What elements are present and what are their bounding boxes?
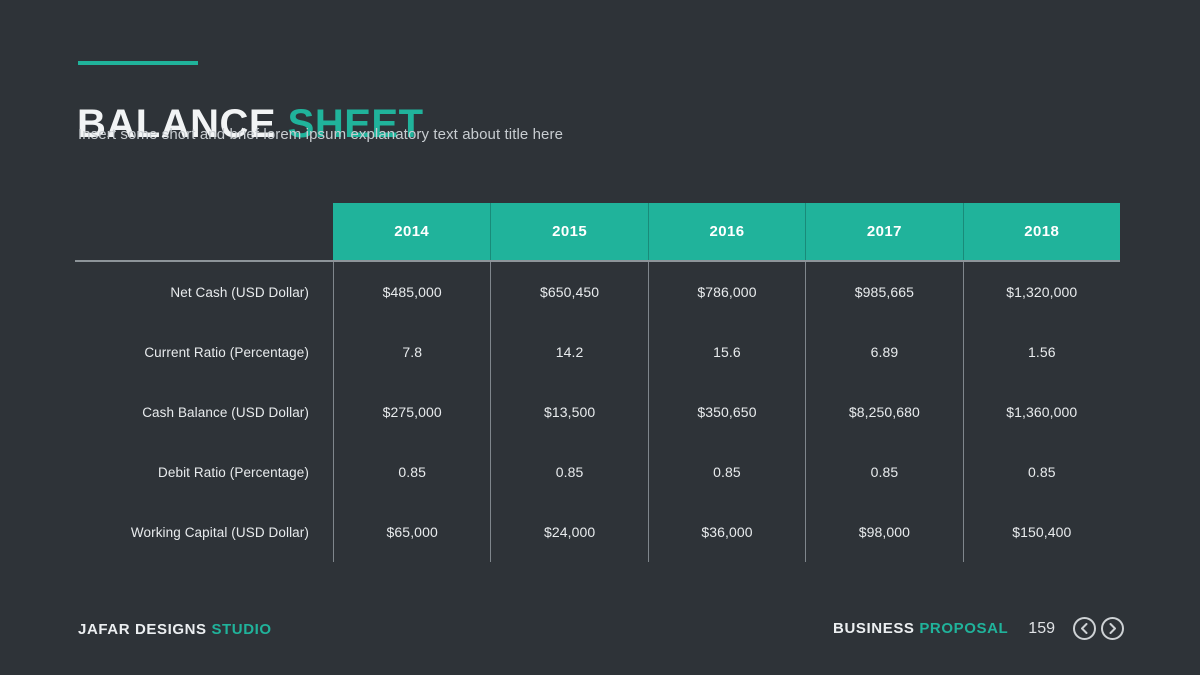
row-label-working-capital: Working Capital (USD Dollar)	[130, 524, 309, 540]
table-cell: $24,000	[490, 502, 647, 562]
brand-name: JAFAR DESIGNS	[78, 620, 212, 638]
page-title: BALANCE SHEET	[77, 104, 424, 144]
chevron-right-icon	[1108, 623, 1117, 634]
page-title-accent: SHEET	[287, 101, 424, 146]
page-number: 159	[1028, 619, 1055, 637]
column-header-2016: 2016	[647, 203, 806, 260]
table-cell: $1,320,000	[962, 262, 1120, 322]
table-cell: 0.85	[333, 442, 490, 502]
document-title-primary: BUSINESS	[833, 620, 920, 637]
row-label-cash-balance: Cash Balance (USD Dollar)	[142, 404, 309, 420]
row-label-net-cash: Net Cash (USD Dollar)	[170, 284, 309, 300]
table-header-divider	[75, 260, 1120, 262]
row-label-debit-ratio: Debit Ratio (Percentage)	[158, 464, 309, 480]
document-footer: BUSINESS PROPOSAL 159	[833, 616, 1124, 641]
row-label-current-ratio: Current Ratio (Percentage)	[144, 344, 309, 360]
table-cell: 0.85	[490, 442, 647, 502]
page-subtitle: Insert some short and brief lorem ipsum …	[78, 126, 564, 143]
column-header-2018: 2018	[962, 203, 1120, 260]
table-cell: $1,360,000	[962, 382, 1120, 442]
table-cell: $275,000	[333, 382, 490, 442]
table-cell: $786,000	[647, 262, 805, 322]
table-cell: $150,400	[962, 502, 1120, 562]
page-title-primary: BALANCE	[77, 101, 288, 146]
balance-sheet-table: 2014 2015 2016 2017 2018 Net Cash (USD D…	[75, 203, 1120, 562]
document-title-accent: PROPOSAL	[919, 620, 1009, 637]
table-cell: $650,450	[490, 262, 647, 322]
table-header-spacer	[75, 203, 333, 260]
table-cell: $98,000	[805, 502, 962, 562]
chevron-left-icon	[1080, 623, 1089, 634]
table-cell: $485,000	[333, 262, 490, 322]
table-cell: $36,000	[647, 502, 805, 562]
table-cell: $350,650	[647, 382, 805, 442]
next-slide-button[interactable]	[1101, 617, 1124, 640]
table-cell: 0.85	[805, 442, 962, 502]
table-cell: $65,000	[333, 502, 490, 562]
column-header-2017: 2017	[805, 203, 963, 260]
title-accent-bar	[78, 61, 198, 65]
table-cell: 14.2	[490, 322, 647, 382]
table-cell: $985,665	[805, 262, 962, 322]
column-header-2014: 2014	[333, 203, 491, 260]
prev-slide-button[interactable]	[1073, 617, 1096, 640]
brand-footer: JAFAR DESIGNS STUDIO	[78, 620, 272, 638]
table-cell: 1.56	[962, 322, 1120, 382]
brand-name-accent: STUDIO	[211, 620, 272, 638]
table-cell: $8,250,680	[805, 382, 962, 442]
table-cell: 0.85	[647, 442, 805, 502]
table-cell: 7.8	[333, 322, 490, 382]
table-cell: $13,500	[490, 382, 647, 442]
column-header-2015: 2015	[490, 203, 648, 260]
table-cell: 15.6	[647, 322, 805, 382]
document-title: BUSINESS PROPOSAL	[833, 620, 1008, 637]
table-cell: 6.89	[805, 322, 962, 382]
table-cell: 0.85	[962, 442, 1120, 502]
